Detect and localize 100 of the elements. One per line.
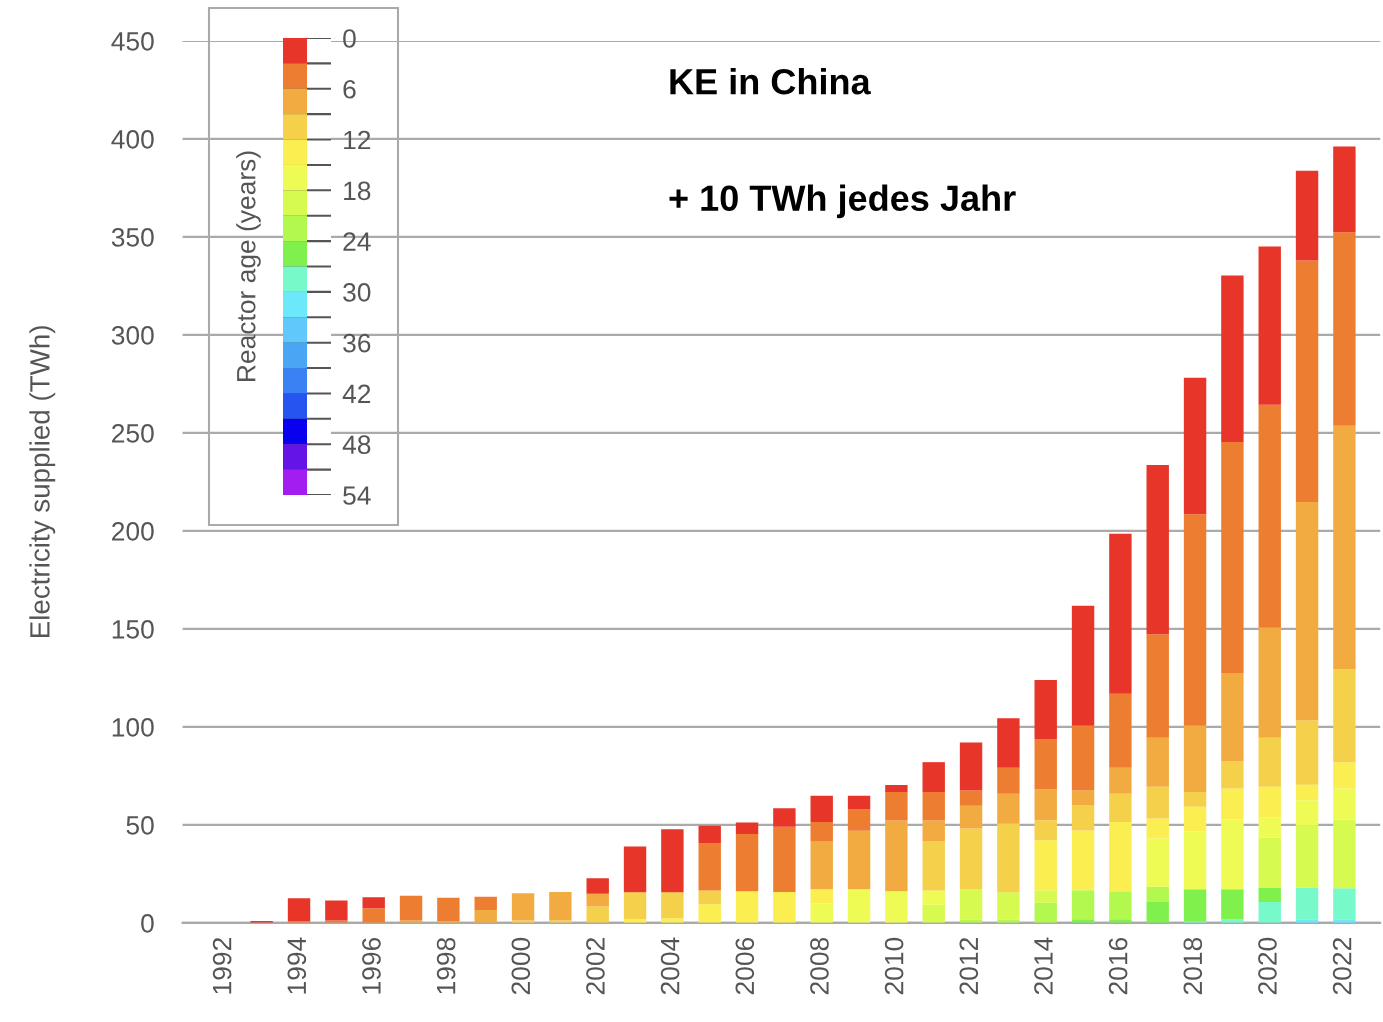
y-tick-label: 350 bbox=[111, 228, 154, 247]
y-axis-title: Electricity supplied (TWh) bbox=[29, 326, 56, 638]
bar bbox=[586, 906, 609, 923]
y-tick-label: 54 bbox=[343, 486, 371, 505]
bar bbox=[1258, 837, 1281, 888]
bar bbox=[1146, 902, 1169, 923]
bar bbox=[1295, 784, 1319, 801]
x-tick-label: 2022 bbox=[1332, 938, 1352, 995]
bar bbox=[847, 795, 871, 810]
bar bbox=[1146, 886, 1169, 903]
bar bbox=[959, 828, 983, 890]
x-tick-label: 1992 bbox=[212, 938, 232, 994]
bar bbox=[959, 790, 983, 806]
bar bbox=[661, 892, 684, 919]
bar bbox=[1295, 502, 1319, 721]
bar bbox=[997, 793, 1020, 824]
bar bbox=[1221, 819, 1244, 890]
x-tick-label: 1994 bbox=[287, 937, 307, 994]
bar bbox=[810, 840, 833, 890]
bar bbox=[1071, 890, 1095, 920]
bar bbox=[959, 805, 983, 829]
bar bbox=[283, 63, 307, 89]
bar bbox=[1071, 790, 1095, 806]
bar bbox=[362, 897, 385, 909]
bar bbox=[283, 266, 307, 292]
bar bbox=[399, 895, 423, 921]
bar bbox=[1183, 889, 1207, 922]
bar bbox=[773, 826, 796, 892]
bar bbox=[586, 893, 609, 907]
bar bbox=[1333, 232, 1356, 426]
bar bbox=[1333, 425, 1356, 670]
bar bbox=[1034, 739, 1057, 790]
annotation: KE in China bbox=[670, 67, 871, 95]
bar bbox=[283, 393, 307, 419]
bar bbox=[1221, 760, 1244, 789]
y-tick-label: 100 bbox=[112, 718, 154, 737]
bar bbox=[283, 469, 307, 495]
bar bbox=[283, 444, 307, 470]
bar bbox=[1221, 672, 1244, 761]
bar bbox=[922, 840, 945, 891]
bar bbox=[1071, 725, 1095, 791]
y-tick-label: 0 bbox=[141, 914, 154, 933]
bar bbox=[1295, 887, 1319, 920]
bar bbox=[698, 890, 721, 905]
y-tick-label: 36 bbox=[343, 333, 371, 353]
bar bbox=[1071, 605, 1095, 726]
bar bbox=[283, 88, 307, 115]
y-tick-label: 30 bbox=[343, 283, 371, 302]
y-tick-label: 12 bbox=[344, 130, 371, 150]
x-tick-label: 1996 bbox=[362, 937, 381, 994]
bar bbox=[1221, 442, 1244, 673]
bar bbox=[997, 718, 1020, 768]
annotation: + 10 TWh jedes Jahr bbox=[669, 184, 1016, 219]
x-tick-label: 2020 bbox=[1258, 937, 1277, 995]
bar bbox=[1034, 789, 1057, 821]
x-tick-label: 2018 bbox=[1183, 937, 1203, 995]
x-tick-label: 2000 bbox=[511, 937, 531, 995]
bar bbox=[1295, 825, 1319, 888]
bar bbox=[1295, 800, 1319, 826]
x-tick-label: 2014 bbox=[1034, 937, 1053, 995]
bar bbox=[325, 900, 348, 921]
y-tick-label: 6 bbox=[343, 79, 356, 99]
bar bbox=[847, 830, 871, 890]
bar bbox=[1295, 260, 1319, 503]
x-tick-label: 2008 bbox=[810, 937, 829, 995]
bar bbox=[1146, 838, 1169, 887]
bar bbox=[586, 878, 609, 894]
bar bbox=[885, 891, 908, 923]
bar bbox=[283, 368, 307, 394]
bar bbox=[922, 791, 945, 821]
bar bbox=[1258, 627, 1281, 738]
bar bbox=[1109, 767, 1132, 794]
bar bbox=[885, 820, 908, 892]
bar bbox=[959, 742, 983, 791]
x-tick-label: 2010 bbox=[884, 937, 904, 995]
bar bbox=[474, 909, 497, 923]
y-tick-label: 300 bbox=[111, 326, 154, 345]
bar bbox=[283, 190, 307, 216]
bar bbox=[511, 893, 535, 921]
bar bbox=[1146, 737, 1169, 787]
bar bbox=[1258, 817, 1281, 838]
bar bbox=[847, 889, 871, 923]
bar bbox=[474, 896, 497, 910]
bar bbox=[810, 889, 833, 904]
y-tick-label: 24 bbox=[343, 232, 371, 251]
bar bbox=[997, 892, 1020, 920]
bar bbox=[847, 809, 871, 831]
bar bbox=[698, 825, 721, 844]
bar bbox=[1183, 791, 1207, 807]
bar bbox=[1258, 404, 1281, 628]
bar bbox=[283, 418, 307, 445]
bar bbox=[661, 829, 684, 893]
y-tick-label: 42 bbox=[342, 384, 371, 404]
bar bbox=[735, 822, 759, 834]
bar bbox=[1258, 246, 1281, 405]
x-tick-label: 2006 bbox=[735, 937, 755, 995]
bar bbox=[283, 342, 307, 369]
y-tick-label: 150 bbox=[112, 620, 154, 639]
bar bbox=[1221, 275, 1244, 443]
bar bbox=[1109, 822, 1132, 892]
